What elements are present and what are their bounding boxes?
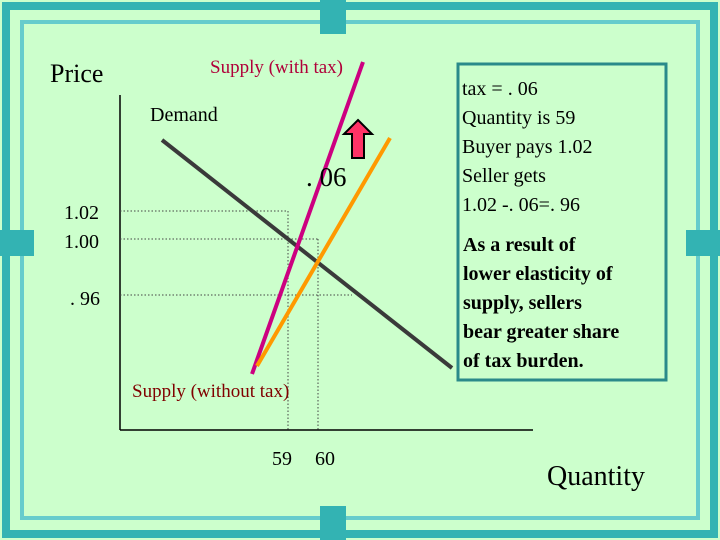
supply-with-tax-label: Supply (with tax) [210, 57, 343, 78]
price-tick-label: 1.02 [64, 202, 99, 224]
price-label: Price [50, 59, 103, 88]
conclusion-line: lower elasticity of [463, 263, 613, 285]
info-line: 1.02 -. 06=. 96 [462, 194, 580, 216]
supply-without-tax-label: Supply (without tax) [132, 381, 289, 402]
conclusion-line: of tax burden. [463, 350, 584, 372]
demand-label: Demand [150, 104, 218, 126]
conclusion-line: supply, sellers [463, 292, 582, 314]
conclusion-line: bear greater share [463, 321, 619, 343]
guides [120, 210, 352, 430]
quantity-label: Quantity [547, 461, 645, 492]
price-tick-label: . 96 [70, 288, 100, 310]
quantity-tick-label: 60 [315, 448, 335, 470]
price-tick-label: 1.00 [64, 231, 99, 253]
info-text: tax = . 06 Quantity is 59 Buyer pays 1.02… [462, 78, 619, 372]
inner-frame [20, 20, 700, 520]
info-line: Seller gets [462, 165, 546, 187]
info-line: tax = . 06 [462, 78, 538, 100]
info-box [456, 62, 668, 382]
info-line: Quantity is 59 [462, 107, 575, 129]
frame-tab [0, 230, 34, 256]
arrow-up [341, 118, 375, 159]
info-line: Buyer pays 1.02 [462, 136, 593, 158]
supply-with-tax-curve [250, 61, 365, 375]
demand-curve [160, 138, 454, 370]
frame-tab [686, 230, 720, 256]
frame-tab [320, 0, 346, 34]
frame-tab [320, 506, 346, 540]
tax-label: . 06 [306, 162, 347, 192]
supply-curve [255, 136, 392, 368]
conclusion-line: As a result of [463, 234, 576, 256]
quantity-tick-label: 59 [272, 448, 292, 470]
